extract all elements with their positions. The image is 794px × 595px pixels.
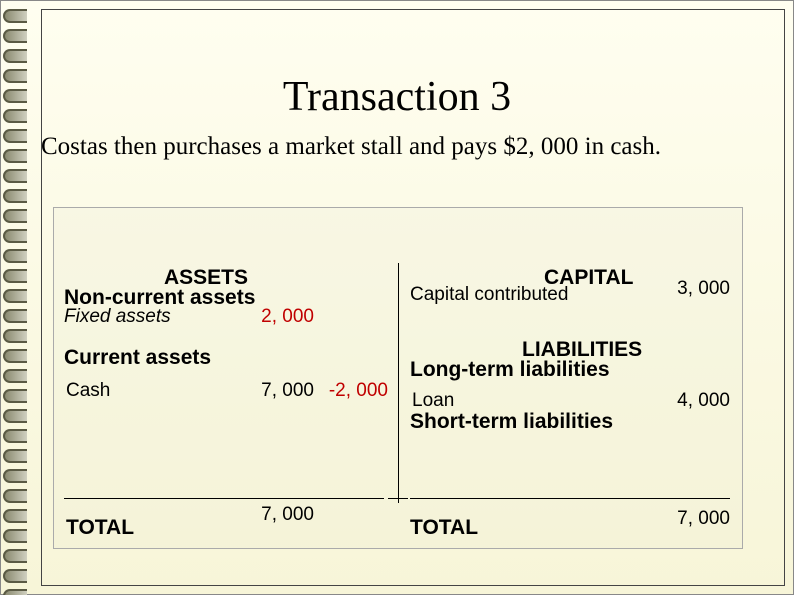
capital-contributed-label: Capital contributed [410,284,568,306]
current-assets-heading: Current assets [64,346,211,370]
cash-adjustment: -2, 000 [318,380,388,402]
page-title: Transaction 3 [1,73,793,121]
right-total-label: TOTAL [410,516,478,540]
fixed-assets-value: 2, 000 [254,306,314,328]
fixed-assets-label: Fixed assets [64,306,171,328]
total-rule-right [410,498,730,499]
page-subtitle: Costas then purchases a market stall and… [41,133,773,161]
slide-page: Transaction 3 Costas then purchases a ma… [0,0,794,595]
loan-value: 4, 000 [662,390,730,412]
left-total-label: TOTAL [66,516,134,540]
cash-value: 7, 000 [246,380,314,402]
balance-sheet: ASSETS Non-current assets Fixed assets 2… [53,207,743,549]
left-total-value: 7, 000 [246,504,314,526]
cash-label: Cash [66,380,110,402]
capital-contributed-value: 3, 000 [662,278,730,300]
total-rule-mid [388,498,408,499]
right-total-value: 7, 000 [662,508,730,530]
loan-label: Loan [412,390,454,412]
long-term-liabilities-heading: Long-term liabilities [410,358,610,382]
center-divider [398,263,399,503]
total-rule-left [64,498,384,499]
short-term-liabilities-heading: Short-term liabilities [410,410,613,434]
